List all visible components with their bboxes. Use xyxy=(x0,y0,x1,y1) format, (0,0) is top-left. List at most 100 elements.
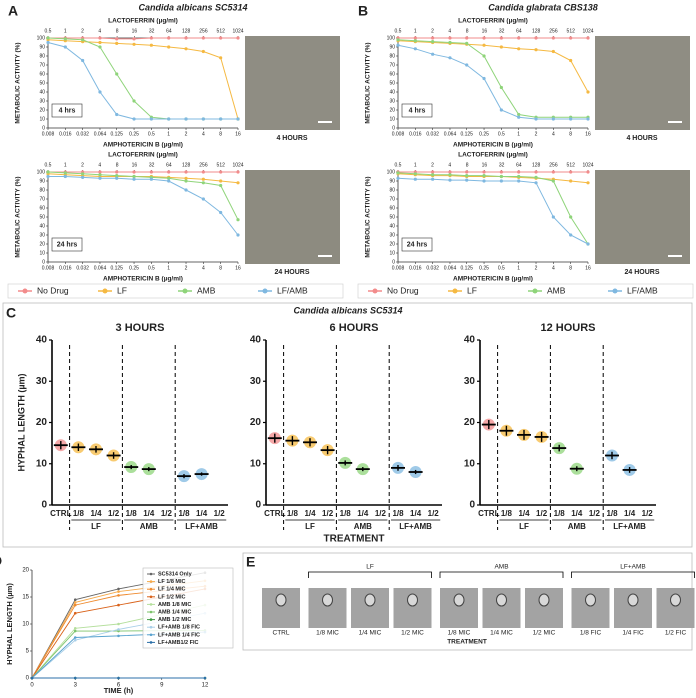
data-point xyxy=(396,176,400,180)
y-axis-title: HYPHAL LENGTH (µm) xyxy=(5,583,14,665)
legend-marker xyxy=(262,288,268,294)
x2-tick-label: 512 xyxy=(567,162,576,168)
group-bracket xyxy=(308,571,432,578)
x-tick-label: 1/4 xyxy=(518,509,530,518)
data-point xyxy=(132,170,136,174)
x-tick-label: CTRL xyxy=(50,509,71,518)
x2-tick-label: 1024 xyxy=(582,162,593,168)
x-tick-label: 1/8 xyxy=(392,509,404,518)
x-tick-label: 1/8 xyxy=(178,509,190,518)
x-tick-label: 0.064 xyxy=(94,265,107,271)
data-point xyxy=(586,242,590,246)
data-point xyxy=(167,45,171,49)
data-point xyxy=(499,36,503,40)
data-point xyxy=(534,117,538,121)
data-point xyxy=(569,215,573,219)
x-tick-label: 0.5 xyxy=(148,131,155,137)
data-point xyxy=(219,117,223,121)
x-tick-label: 1 xyxy=(517,265,520,271)
data-point xyxy=(46,36,50,40)
subplot-title: 6 HOURS xyxy=(330,322,379,334)
image-label: 1/2 MIC xyxy=(533,630,556,637)
x2-tick-label: 16 xyxy=(132,28,138,34)
series-line xyxy=(397,39,588,118)
data-point xyxy=(98,40,102,45)
data-point xyxy=(201,177,205,181)
group-label: LF xyxy=(305,522,315,531)
x-tick-label: 1/8 xyxy=(340,509,352,518)
x-tick-label: 0.25 xyxy=(479,265,489,271)
x2-tick-label: 0.5 xyxy=(395,28,402,34)
legend-label: AMB xyxy=(197,285,216,295)
data-point xyxy=(396,171,400,175)
image-caption: 4 HOURS xyxy=(276,135,307,142)
data-point xyxy=(448,36,452,40)
y-tick-label: 30 xyxy=(39,232,45,238)
x-tick-label: 0.008 xyxy=(42,131,55,137)
x2-tick-label: 64 xyxy=(166,162,172,168)
data-point xyxy=(499,179,503,183)
x2-tick-label: 256 xyxy=(549,28,558,34)
x-tick-label: 1/2 xyxy=(108,509,120,518)
y-tick-label: 10 xyxy=(389,116,395,122)
y-axis-title: METABOLIC ACTIVITY (%) xyxy=(365,176,372,257)
y-tick-label: 80 xyxy=(389,187,395,193)
x-tick-label: 0.016 xyxy=(59,131,72,137)
data-point xyxy=(167,170,171,174)
x-axis-title: AMPHOTERICIN B (µg/ml) xyxy=(453,142,533,149)
x-tick-label: 1/4 xyxy=(410,509,422,518)
data-point xyxy=(569,170,573,174)
image-caption: 4 HOURS xyxy=(626,135,657,142)
x-tick-label: 8 xyxy=(569,131,572,137)
y-tick-label: 0 xyxy=(469,500,475,511)
data-point xyxy=(219,179,223,183)
data-point xyxy=(465,178,469,182)
x-tick-label: 1/2 xyxy=(214,509,226,518)
data-point xyxy=(167,176,171,180)
data-point xyxy=(236,181,240,185)
data-point xyxy=(219,183,223,188)
data-point xyxy=(431,36,435,40)
legend-marker xyxy=(102,288,108,294)
y-tick-label: 100 xyxy=(387,169,396,175)
panel-title: Candida albicans SC5314 xyxy=(138,2,247,12)
y-tick-label: 40 xyxy=(389,223,395,229)
x2-tick-label: 128 xyxy=(532,162,541,168)
x2-tick-label: 8 xyxy=(466,162,469,168)
x-tick-label: 1/2 xyxy=(536,509,548,518)
legend-marker xyxy=(612,288,618,294)
x-axis-title: AMPHOTERICIN B (µg/ml) xyxy=(103,276,183,283)
data-point xyxy=(117,622,120,626)
data-point xyxy=(569,233,573,237)
x-tick-label: 4 xyxy=(202,131,205,137)
y-tick-label: 10 xyxy=(22,622,29,628)
y-tick-label: 70 xyxy=(39,196,45,202)
x2-tick-label: 128 xyxy=(182,162,191,168)
x-tick-label: CTRL xyxy=(264,509,285,518)
data-point xyxy=(517,112,521,117)
data-point xyxy=(517,179,521,183)
x2-tick-label: 64 xyxy=(516,28,522,34)
x-tick-label: 1/8 xyxy=(554,509,566,518)
legend-box xyxy=(142,567,234,649)
x-tick-label: 1/4 xyxy=(143,509,155,518)
group-label: LF+AMB xyxy=(620,564,645,571)
data-point xyxy=(236,36,240,40)
x-tick-label: 1/8 xyxy=(287,509,299,518)
x-tick-label: 0.064 xyxy=(444,265,457,271)
y-tick-label: 60 xyxy=(39,71,45,77)
data-point xyxy=(201,36,205,40)
y-tick-label: 20 xyxy=(39,107,45,113)
data-point xyxy=(482,54,486,58)
data-point xyxy=(201,117,205,121)
x-tick-label: 1/4 xyxy=(571,509,583,518)
data-point xyxy=(413,172,417,176)
y-tick-label: 30 xyxy=(39,98,45,104)
x-tick-label: 0.064 xyxy=(94,131,107,137)
micrograph xyxy=(595,36,690,130)
y-tick-label: 20 xyxy=(22,568,29,574)
x-tick-label: 0.016 xyxy=(409,265,422,271)
image-label: 1/8 MIC xyxy=(448,630,471,637)
